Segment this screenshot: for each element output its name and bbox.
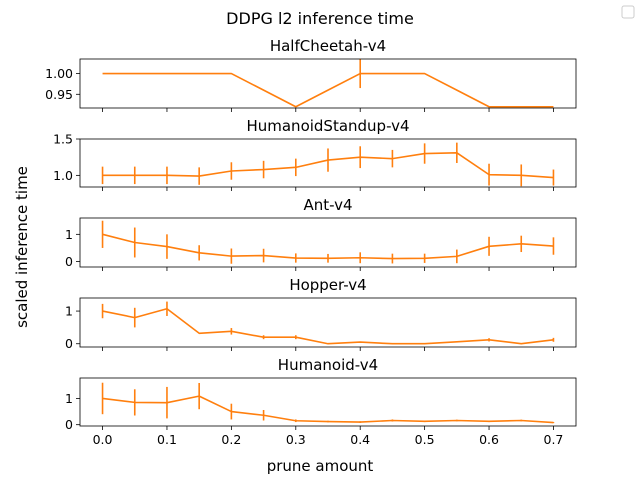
subplot-0: HalfCheetah-v4 0.95 1.00 bbox=[45, 37, 577, 112]
x-tick-label: 0.4 bbox=[350, 432, 370, 447]
subplot-4: Humanoid-v4 0 1 0.0 0.1 0.2 0.3 0.4 0.5 0.6 0.7 bbox=[65, 356, 577, 447]
x-tick-label: 0.0 bbox=[93, 432, 113, 447]
subplot-2: Ant-v4 0 1 bbox=[65, 196, 577, 271]
y-tick-label: 0 bbox=[65, 417, 73, 432]
y-tick-label: 1 bbox=[65, 391, 73, 406]
subplot-title: Ant-v4 bbox=[303, 196, 352, 214]
series-line bbox=[102, 72, 554, 108]
y-tick-label: 0 bbox=[65, 336, 73, 351]
x-tick-label: 0.7 bbox=[544, 432, 564, 447]
x-tick-label: 0.1 bbox=[157, 432, 177, 447]
subplot-panels: HalfCheetah-v40.951.00HumanoidStandup-v4… bbox=[45, 37, 577, 447]
axes-frame bbox=[79, 297, 577, 348]
y-tick-label: 0 bbox=[65, 254, 73, 269]
subplot-title: Hopper-v4 bbox=[289, 276, 366, 294]
subplot-title: HumanoidStandup-v4 bbox=[246, 117, 409, 135]
y-tick-label: 1.5 bbox=[53, 132, 73, 147]
subplot-3: Hopper-v4 0 1 bbox=[65, 276, 577, 351]
figure-suptitle: DDPG l2 inference time bbox=[226, 9, 414, 28]
x-tick-label: 0.5 bbox=[415, 432, 435, 447]
x-tick-label: 0.2 bbox=[221, 432, 241, 447]
figure-xlabel: prune amount bbox=[267, 457, 374, 475]
series-line bbox=[102, 307, 554, 345]
y-tick-label: 1.0 bbox=[53, 168, 73, 183]
y-tick-label: 1 bbox=[65, 227, 73, 242]
x-tick-label: 0.6 bbox=[479, 432, 499, 447]
series-line bbox=[102, 395, 554, 424]
axes-frame bbox=[79, 377, 577, 427]
y-tick-label: 0.95 bbox=[45, 87, 73, 102]
y-tick-label: 1.00 bbox=[45, 66, 73, 81]
axes-frame bbox=[79, 217, 577, 268]
figure-ylabel: scaled inference time bbox=[13, 166, 31, 328]
subplot-title: Humanoid-v4 bbox=[278, 356, 378, 374]
axes-frame bbox=[79, 58, 577, 109]
subplot-title: HalfCheetah-v4 bbox=[270, 37, 386, 55]
axes-frame bbox=[79, 138, 577, 188]
y-tick-label: 1 bbox=[65, 304, 73, 319]
x-tick-label: 0.3 bbox=[286, 432, 306, 447]
subplot-1: HumanoidStandup-v4 1.0 1.5 bbox=[53, 117, 577, 191]
legend-box bbox=[621, 5, 635, 19]
